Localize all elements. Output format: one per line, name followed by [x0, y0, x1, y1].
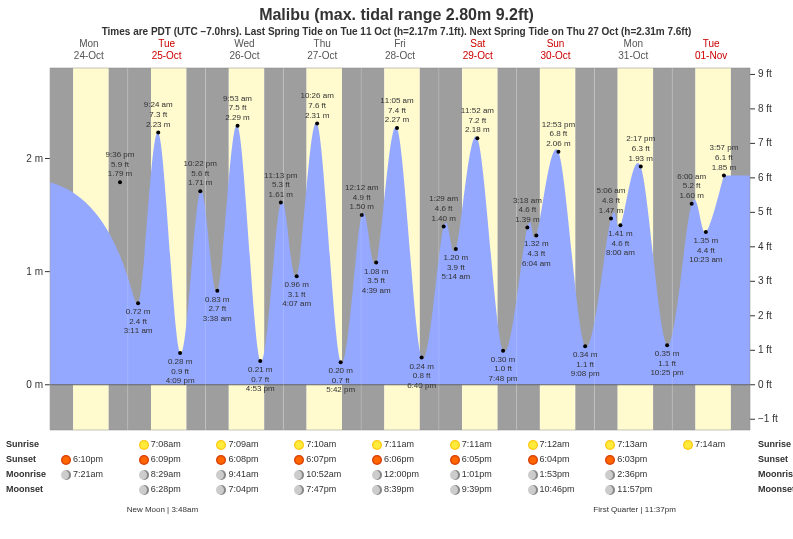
svg-point-49: [236, 124, 240, 128]
svg-point-62: [501, 349, 505, 353]
svg-point-68: [618, 223, 622, 227]
svg-point-73: [722, 173, 726, 177]
svg-point-69: [639, 164, 643, 168]
svg-point-57: [395, 126, 399, 130]
svg-point-58: [420, 356, 424, 360]
svg-point-50: [258, 359, 262, 363]
svg-point-72: [704, 230, 708, 234]
svg-point-44: [136, 301, 140, 305]
svg-point-59: [442, 224, 446, 228]
svg-point-70: [665, 343, 669, 347]
svg-point-47: [198, 189, 202, 193]
svg-point-67: [609, 216, 613, 220]
svg-point-45: [156, 130, 160, 134]
svg-point-55: [360, 213, 364, 217]
svg-point-64: [534, 233, 538, 237]
svg-point-43: [118, 180, 122, 184]
svg-point-66: [583, 344, 587, 348]
svg-point-46: [178, 351, 182, 355]
svg-point-54: [339, 360, 343, 364]
svg-point-65: [556, 150, 560, 154]
svg-point-51: [279, 201, 283, 205]
svg-point-53: [315, 121, 319, 125]
svg-point-60: [454, 247, 458, 251]
svg-point-61: [475, 136, 479, 140]
svg-point-48: [215, 289, 219, 293]
svg-point-71: [690, 202, 694, 206]
svg-point-52: [295, 274, 299, 278]
svg-point-63: [525, 226, 529, 230]
svg-point-56: [374, 261, 378, 265]
